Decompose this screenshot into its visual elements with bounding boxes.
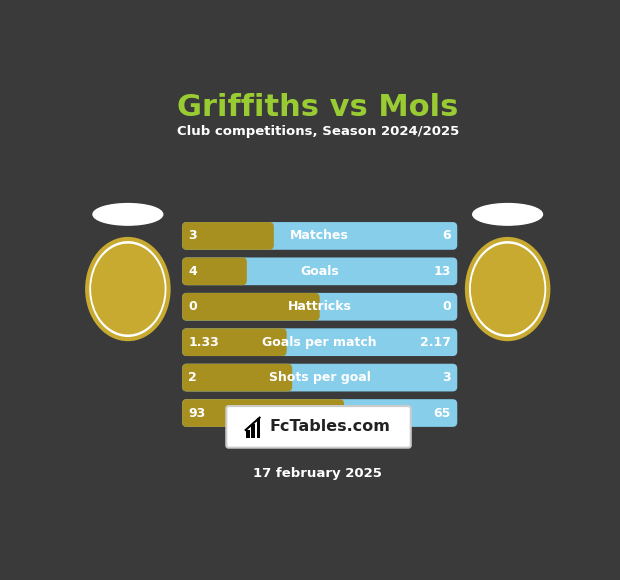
Text: FcTables.com: FcTables.com bbox=[270, 419, 391, 434]
Text: 13: 13 bbox=[433, 265, 451, 278]
FancyBboxPatch shape bbox=[182, 364, 458, 392]
Text: 17 february 2025: 17 february 2025 bbox=[254, 467, 382, 480]
Ellipse shape bbox=[93, 204, 162, 225]
Text: 2: 2 bbox=[188, 371, 197, 384]
Text: 1.33: 1.33 bbox=[188, 336, 219, 349]
Text: Goals: Goals bbox=[300, 265, 339, 278]
Bar bbox=[246, 430, 249, 438]
Ellipse shape bbox=[472, 204, 542, 225]
Text: 65: 65 bbox=[433, 407, 451, 419]
FancyBboxPatch shape bbox=[182, 328, 458, 356]
Text: Shots per goal: Shots per goal bbox=[268, 371, 371, 384]
Ellipse shape bbox=[471, 244, 544, 335]
FancyBboxPatch shape bbox=[182, 258, 247, 285]
Text: 4: 4 bbox=[188, 265, 197, 278]
FancyBboxPatch shape bbox=[182, 328, 286, 356]
Text: 3: 3 bbox=[188, 230, 197, 242]
FancyBboxPatch shape bbox=[182, 293, 458, 321]
FancyBboxPatch shape bbox=[182, 293, 320, 321]
Text: Min per goal: Min per goal bbox=[276, 407, 363, 419]
Text: 6: 6 bbox=[443, 230, 451, 242]
FancyBboxPatch shape bbox=[182, 364, 292, 392]
Text: Hattricks: Hattricks bbox=[288, 300, 352, 313]
Text: Griffiths vs Mols: Griffiths vs Mols bbox=[177, 93, 458, 122]
Ellipse shape bbox=[467, 239, 548, 339]
Ellipse shape bbox=[91, 244, 165, 335]
Text: 0: 0 bbox=[442, 300, 451, 313]
Text: 2.17: 2.17 bbox=[420, 336, 451, 349]
FancyBboxPatch shape bbox=[182, 222, 458, 250]
FancyBboxPatch shape bbox=[182, 399, 458, 427]
FancyBboxPatch shape bbox=[182, 258, 458, 285]
FancyBboxPatch shape bbox=[226, 406, 410, 448]
Text: Goals per match: Goals per match bbox=[262, 336, 377, 349]
Bar bbox=[251, 424, 255, 438]
Text: 93: 93 bbox=[188, 407, 206, 419]
FancyBboxPatch shape bbox=[182, 399, 344, 427]
Text: 0: 0 bbox=[188, 300, 197, 313]
FancyBboxPatch shape bbox=[182, 222, 274, 250]
Bar bbox=[257, 418, 260, 438]
Text: Matches: Matches bbox=[290, 230, 349, 242]
Text: Club competitions, Season 2024/2025: Club competitions, Season 2024/2025 bbox=[177, 125, 459, 138]
Ellipse shape bbox=[87, 239, 169, 339]
Text: 3: 3 bbox=[443, 371, 451, 384]
